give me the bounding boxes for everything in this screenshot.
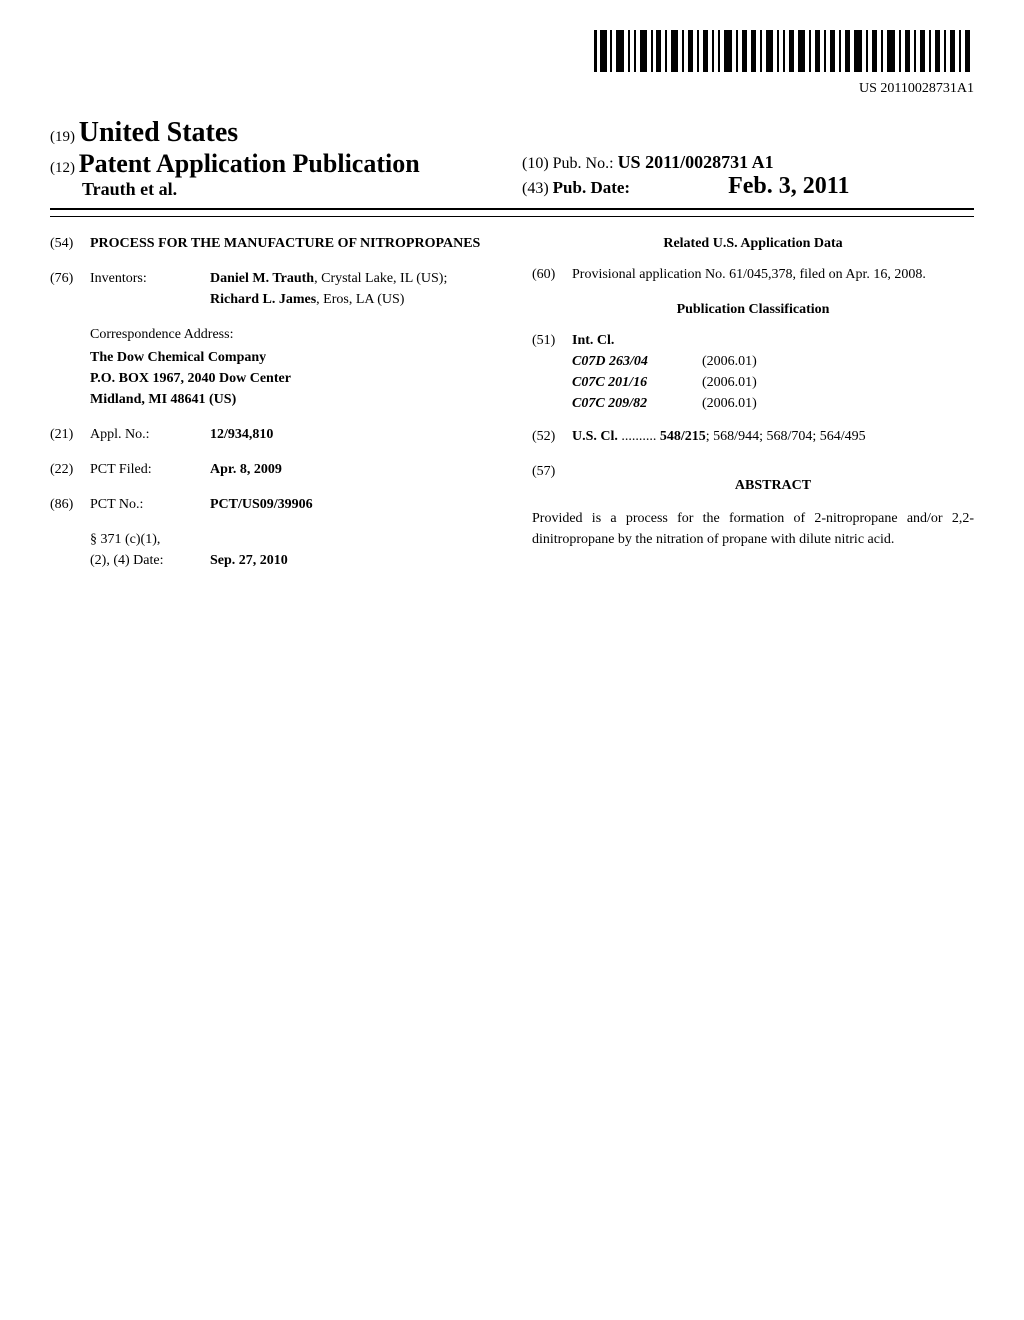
header-right: (10) Pub. No.: US 2011/0028731 A1 (43) P… xyxy=(502,152,974,200)
divider xyxy=(50,216,974,217)
pct-no-label: PCT No.: xyxy=(90,494,210,515)
us-cl-code: (52) xyxy=(532,426,572,447)
abstract-code: (57) xyxy=(532,461,572,504)
int-cl-label: Int. Cl. xyxy=(572,330,974,351)
int-cl-0-year: (2006.01) xyxy=(702,351,974,372)
appl-no-row: (21) Appl. No.: 12/934,810 xyxy=(50,424,492,445)
correspondence-line-2: Midland, MI 48641 (US) xyxy=(90,389,492,410)
pct-filed-code: (22) xyxy=(50,459,90,480)
int-cl-code: (51) xyxy=(532,330,572,414)
inventor-0-loc: , Crystal Lake, IL (US); xyxy=(314,271,447,286)
pub-date-line: (43) Pub. Date: Feb. 3, 2011 xyxy=(522,173,974,200)
pct-filed-label: PCT Filed: xyxy=(90,459,210,480)
inventors-code: (76) xyxy=(50,268,90,310)
correspondence-line-1: P.O. BOX 1967, 2040 Dow Center xyxy=(90,368,492,389)
int-cl-2-year: (2006.01) xyxy=(702,393,974,414)
title-code: (54) xyxy=(50,233,90,254)
code-10: (10) xyxy=(522,155,549,172)
pct-371-value: Sep. 27, 2010 xyxy=(210,550,288,571)
pct-no-code: (86) xyxy=(50,494,90,515)
us-cl-row: (52) U.S. Cl. .......... 548/215; 568/94… xyxy=(532,426,974,447)
authors-line: Trauth et al. xyxy=(50,179,502,200)
appl-no-label: Appl. No.: xyxy=(90,424,210,445)
pub-date-label: Pub. Date: xyxy=(553,178,630,197)
pct-371-block: § 371 (c)(1), (2), (4) Date: Sep. 27, 20… xyxy=(90,529,492,571)
pct-no-value: PCT/US09/39906 xyxy=(210,494,492,515)
inventor-0-name: Daniel M. Trauth xyxy=(210,271,314,286)
inventors-value: Daniel M. Trauth, Crystal Lake, IL (US);… xyxy=(210,268,492,310)
correspondence-block: Correspondence Address: The Dow Chemical… xyxy=(90,324,492,410)
provisional-code: (60) xyxy=(532,264,572,285)
header-block: (19) United States (12) Patent Applicati… xyxy=(50,117,974,210)
correspondence-line-0: The Dow Chemical Company xyxy=(90,347,492,368)
provisional-text: Provisional application No. 61/045,378, … xyxy=(572,264,974,285)
int-cl-item-2: C07C 209/82 (2006.01) xyxy=(572,393,974,414)
left-column: (54) PROCESS FOR THE MANUFACTURE OF NITR… xyxy=(50,233,492,571)
int-cl-1-code: C07C 201/16 xyxy=(572,372,702,393)
inventor-1-name: Richard L. James xyxy=(210,292,316,307)
barcode-doc-number: US 20110028731A1 xyxy=(50,81,974,97)
barcode-icon xyxy=(594,30,974,72)
us-cl-value: U.S. Cl. .......... 548/215; 568/944; 56… xyxy=(572,426,974,447)
title-value: PROCESS FOR THE MANUFACTURE OF NITROPROP… xyxy=(90,233,492,254)
pct-371-label1: § 371 (c)(1), xyxy=(90,529,492,550)
us-cl-label: U.S. Cl. xyxy=(572,429,618,444)
int-cl-block: Int. Cl. C07D 263/04 (2006.01) C07C 201/… xyxy=(572,330,974,414)
code-12: (12) xyxy=(50,160,75,176)
int-cl-1-year: (2006.01) xyxy=(702,372,974,393)
inventors-label: Inventors: xyxy=(90,268,210,310)
right-column: Related U.S. Application Data (60) Provi… xyxy=(532,233,974,571)
inventor-1-loc: , Eros, LA (US) xyxy=(316,292,404,307)
pct-filed-row: (22) PCT Filed: Apr. 8, 2009 xyxy=(50,459,492,480)
provisional-row: (60) Provisional application No. 61/045,… xyxy=(532,264,974,285)
pub-no-value: US 2011/0028731 A1 xyxy=(618,152,774,172)
pub-no-label: Pub. No.: xyxy=(553,155,614,172)
us-cl-rest: ; 568/944; 568/704; 564/495 xyxy=(706,429,866,444)
pct-371-row: (2), (4) Date: Sep. 27, 2010 xyxy=(90,550,492,571)
appl-no-value: 12/934,810 xyxy=(210,424,492,445)
abstract-text: Provided is a process for the formation … xyxy=(532,508,974,550)
correspondence-label: Correspondence Address: xyxy=(90,324,492,345)
pub-type-line: (12) Patent Application Publication xyxy=(50,149,502,179)
int-cl-2-code: C07C 209/82 xyxy=(572,393,702,414)
content-columns: (54) PROCESS FOR THE MANUFACTURE OF NITR… xyxy=(50,233,974,571)
us-cl-bold: 548/215 xyxy=(660,429,706,444)
pct-filed-value: Apr. 8, 2009 xyxy=(210,459,492,480)
int-cl-row: (51) Int. Cl. C07D 263/04 (2006.01) C07C… xyxy=(532,330,974,414)
header-left: (19) United States (12) Patent Applicati… xyxy=(50,117,502,200)
appl-no-code: (21) xyxy=(50,424,90,445)
country-name: United States xyxy=(79,117,238,148)
int-cl-item-1: C07C 201/16 (2006.01) xyxy=(572,372,974,393)
int-cl-item-0: C07D 263/04 (2006.01) xyxy=(572,351,974,372)
int-cl-0-code: C07D 263/04 xyxy=(572,351,702,372)
barcode-block: US 20110028731A1 xyxy=(50,30,974,97)
code-43: (43) xyxy=(522,180,549,197)
related-heading: Related U.S. Application Data xyxy=(532,233,974,254)
abstract-heading-row: (57) ABSTRACT xyxy=(532,461,974,504)
us-cl-dots: .......... xyxy=(618,429,660,444)
code-19: (19) xyxy=(50,129,75,145)
title-row: (54) PROCESS FOR THE MANUFACTURE OF NITR… xyxy=(50,233,492,254)
pct-no-row: (86) PCT No.: PCT/US09/39906 xyxy=(50,494,492,515)
pub-date-value: Feb. 3, 2011 xyxy=(728,173,849,199)
inventors-row: (76) Inventors: Daniel M. Trauth, Crysta… xyxy=(50,268,492,310)
pub-no-line: (10) Pub. No.: US 2011/0028731 A1 xyxy=(522,152,974,173)
pct-371-label2: (2), (4) Date: xyxy=(90,550,210,571)
pub-class-heading: Publication Classification xyxy=(532,299,974,320)
pub-type: Patent Application Publication xyxy=(79,149,420,178)
abstract-heading: ABSTRACT xyxy=(572,475,974,496)
country-line: (19) United States xyxy=(50,117,502,149)
